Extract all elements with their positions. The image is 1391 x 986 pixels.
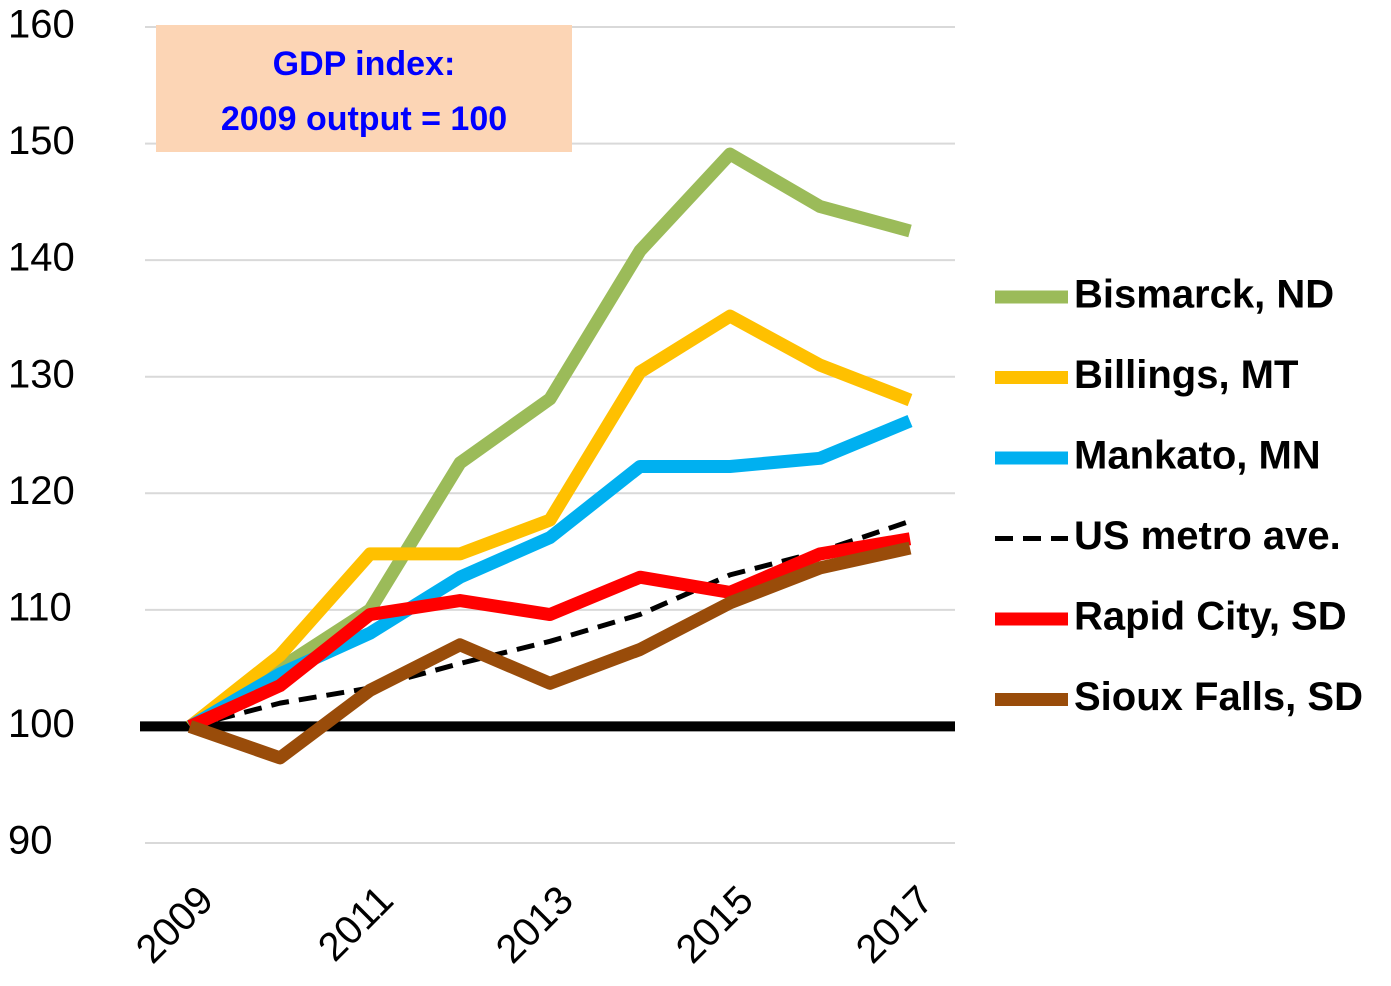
legend-label: Sioux Falls, SD	[1074, 675, 1363, 719]
legend-label: Bismarck, ND	[1074, 273, 1334, 317]
series-line	[189, 518, 911, 729]
y-tick-label: 150	[8, 119, 75, 163]
annotation: 2009 output = 100	[221, 100, 507, 138]
series-line	[186, 147, 912, 732]
y-tick-label: 100	[8, 702, 75, 746]
series-line	[187, 541, 912, 765]
annotation-box	[156, 25, 572, 152]
legend-label: US metro ave.	[1074, 514, 1341, 558]
legend-label: Rapid City, SD	[1074, 595, 1347, 639]
x-tick-label: 2017	[848, 878, 942, 972]
y-tick-label: 90	[8, 819, 53, 863]
x-tick-label: 2013	[488, 878, 582, 972]
series-line	[185, 309, 913, 732]
series-line	[187, 532, 912, 733]
y-tick-label: 140	[8, 236, 75, 280]
y-tick-label: 110	[8, 585, 72, 629]
y-tick-label: 120	[8, 469, 75, 513]
legend-label: Mankato, MN	[1074, 434, 1321, 478]
x-tick-label: 2009	[128, 878, 222, 972]
y-tick-label: 160	[8, 3, 75, 47]
x-tick-label: 2015	[668, 878, 762, 972]
legend-label: Billings, MT	[1074, 353, 1298, 397]
y-tick-label: 130	[8, 352, 75, 396]
annotation: GDP index:	[273, 45, 456, 83]
x-tick-label: 2011	[310, 878, 402, 970]
